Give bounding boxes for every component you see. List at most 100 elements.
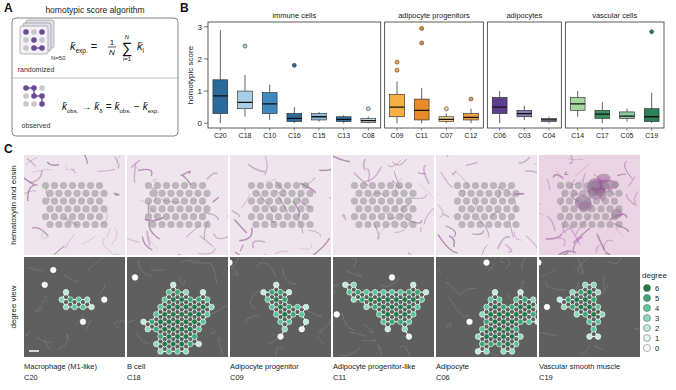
x-tick-label: C10 bbox=[263, 132, 276, 139]
spot bbox=[91, 190, 98, 197]
degree-view bbox=[24, 257, 125, 357]
spot bbox=[499, 213, 506, 220]
spot bbox=[51, 198, 58, 205]
network-node bbox=[496, 326, 502, 332]
spot bbox=[158, 205, 165, 212]
x-tick bbox=[343, 128, 344, 131]
spot bbox=[96, 213, 103, 220]
network-node bbox=[591, 312, 597, 318]
outlier bbox=[650, 30, 654, 34]
texture bbox=[135, 333, 149, 343]
x-tick bbox=[577, 128, 578, 131]
network-node bbox=[488, 312, 494, 318]
tissue-fiber bbox=[596, 245, 599, 252]
network-node bbox=[72, 304, 78, 310]
spot bbox=[602, 198, 609, 205]
sum-top: N bbox=[125, 34, 130, 40]
tissue-fiber bbox=[434, 197, 435, 214]
median bbox=[620, 115, 635, 116]
whisker-upper bbox=[397, 81, 398, 94]
network-node bbox=[376, 312, 382, 318]
spot bbox=[463, 198, 470, 205]
spot bbox=[55, 205, 62, 212]
spot bbox=[584, 198, 591, 205]
network-node bbox=[196, 297, 202, 303]
facet-title: adipocyte progenitors bbox=[398, 11, 470, 20]
cluster-label: C06 bbox=[436, 373, 450, 382]
whisker-lower bbox=[499, 114, 500, 124]
spot bbox=[42, 182, 49, 189]
spot bbox=[190, 182, 197, 189]
network-node bbox=[141, 319, 147, 325]
tissue-fiber bbox=[615, 228, 623, 237]
spot bbox=[615, 221, 622, 228]
cell-type-label: B cell bbox=[127, 362, 146, 371]
spot bbox=[400, 205, 407, 212]
network-node bbox=[509, 304, 515, 310]
network-node bbox=[196, 326, 202, 332]
network-node bbox=[410, 312, 416, 318]
network-node bbox=[89, 304, 95, 310]
he-background bbox=[333, 155, 434, 255]
spot bbox=[73, 221, 80, 228]
whisker-lower bbox=[627, 118, 628, 121]
tissue-fiber bbox=[525, 171, 537, 182]
texture bbox=[266, 257, 279, 259]
median bbox=[492, 106, 507, 107]
random-card bbox=[20, 26, 48, 54]
tissue-fiber bbox=[149, 221, 160, 239]
legend-swatch bbox=[644, 315, 651, 322]
network-node bbox=[76, 297, 82, 303]
y-tick bbox=[204, 58, 208, 59]
spot bbox=[400, 190, 407, 197]
spot bbox=[405, 198, 412, 205]
spot bbox=[257, 213, 264, 220]
network-node bbox=[393, 312, 399, 318]
spot bbox=[494, 205, 501, 212]
network-node bbox=[505, 341, 511, 347]
spot bbox=[203, 221, 210, 228]
tissue-fiber bbox=[547, 216, 556, 231]
spot bbox=[405, 182, 412, 189]
network-node bbox=[364, 289, 370, 295]
cluster-label: C11 bbox=[333, 373, 346, 382]
tissue-fiber bbox=[343, 215, 347, 220]
box bbox=[287, 114, 302, 122]
median bbox=[542, 119, 557, 120]
texture bbox=[267, 330, 284, 344]
spot bbox=[579, 221, 586, 228]
texture bbox=[276, 347, 282, 357]
texture bbox=[179, 278, 185, 285]
spot bbox=[378, 198, 385, 205]
texture bbox=[539, 332, 558, 336]
network-node bbox=[479, 326, 485, 332]
spot bbox=[60, 198, 67, 205]
box bbox=[213, 80, 228, 114]
network-node bbox=[372, 289, 378, 295]
algorithm-box bbox=[12, 18, 178, 136]
texture bbox=[150, 269, 165, 271]
texture bbox=[449, 297, 468, 316]
spot bbox=[185, 190, 192, 197]
whisker-upper bbox=[499, 91, 500, 97]
texture bbox=[333, 278, 337, 296]
spot bbox=[606, 190, 613, 197]
degree-view bbox=[436, 257, 537, 357]
facet-marks bbox=[492, 91, 556, 123]
network-node bbox=[518, 304, 524, 310]
network-node bbox=[265, 297, 271, 303]
fraction-denominator: N bbox=[109, 48, 115, 57]
spot bbox=[575, 213, 582, 220]
network-node bbox=[303, 304, 309, 310]
legend-title: degree bbox=[642, 271, 667, 280]
network-node bbox=[166, 304, 172, 310]
box bbox=[262, 93, 277, 114]
spot bbox=[391, 205, 398, 212]
spot bbox=[163, 213, 170, 220]
median bbox=[439, 119, 454, 120]
network-node bbox=[200, 289, 206, 295]
box bbox=[492, 97, 507, 113]
network-node bbox=[544, 304, 550, 310]
spot bbox=[351, 198, 358, 205]
icon-node bbox=[23, 45, 29, 51]
